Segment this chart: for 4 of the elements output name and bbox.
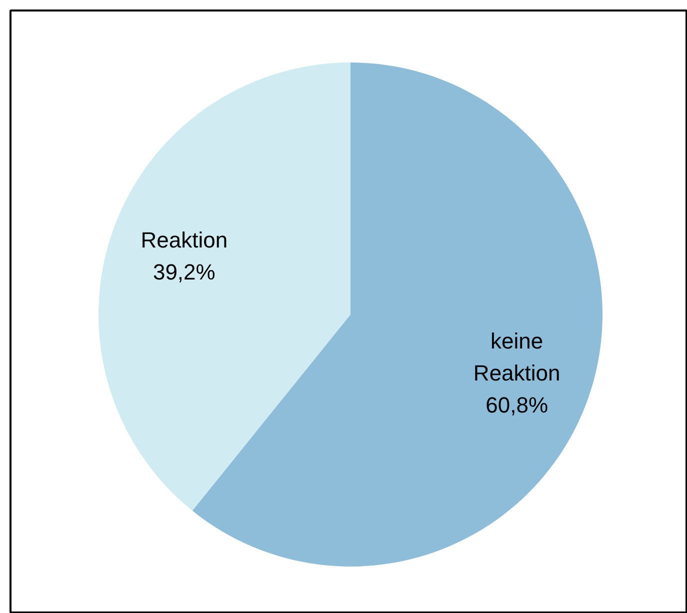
slice-label: keine Reaktion [473,328,560,386]
data-label: 39,2% [152,259,216,284]
data-label: 60,8% [486,392,548,418]
slice-label: Reaktion [140,227,228,252]
